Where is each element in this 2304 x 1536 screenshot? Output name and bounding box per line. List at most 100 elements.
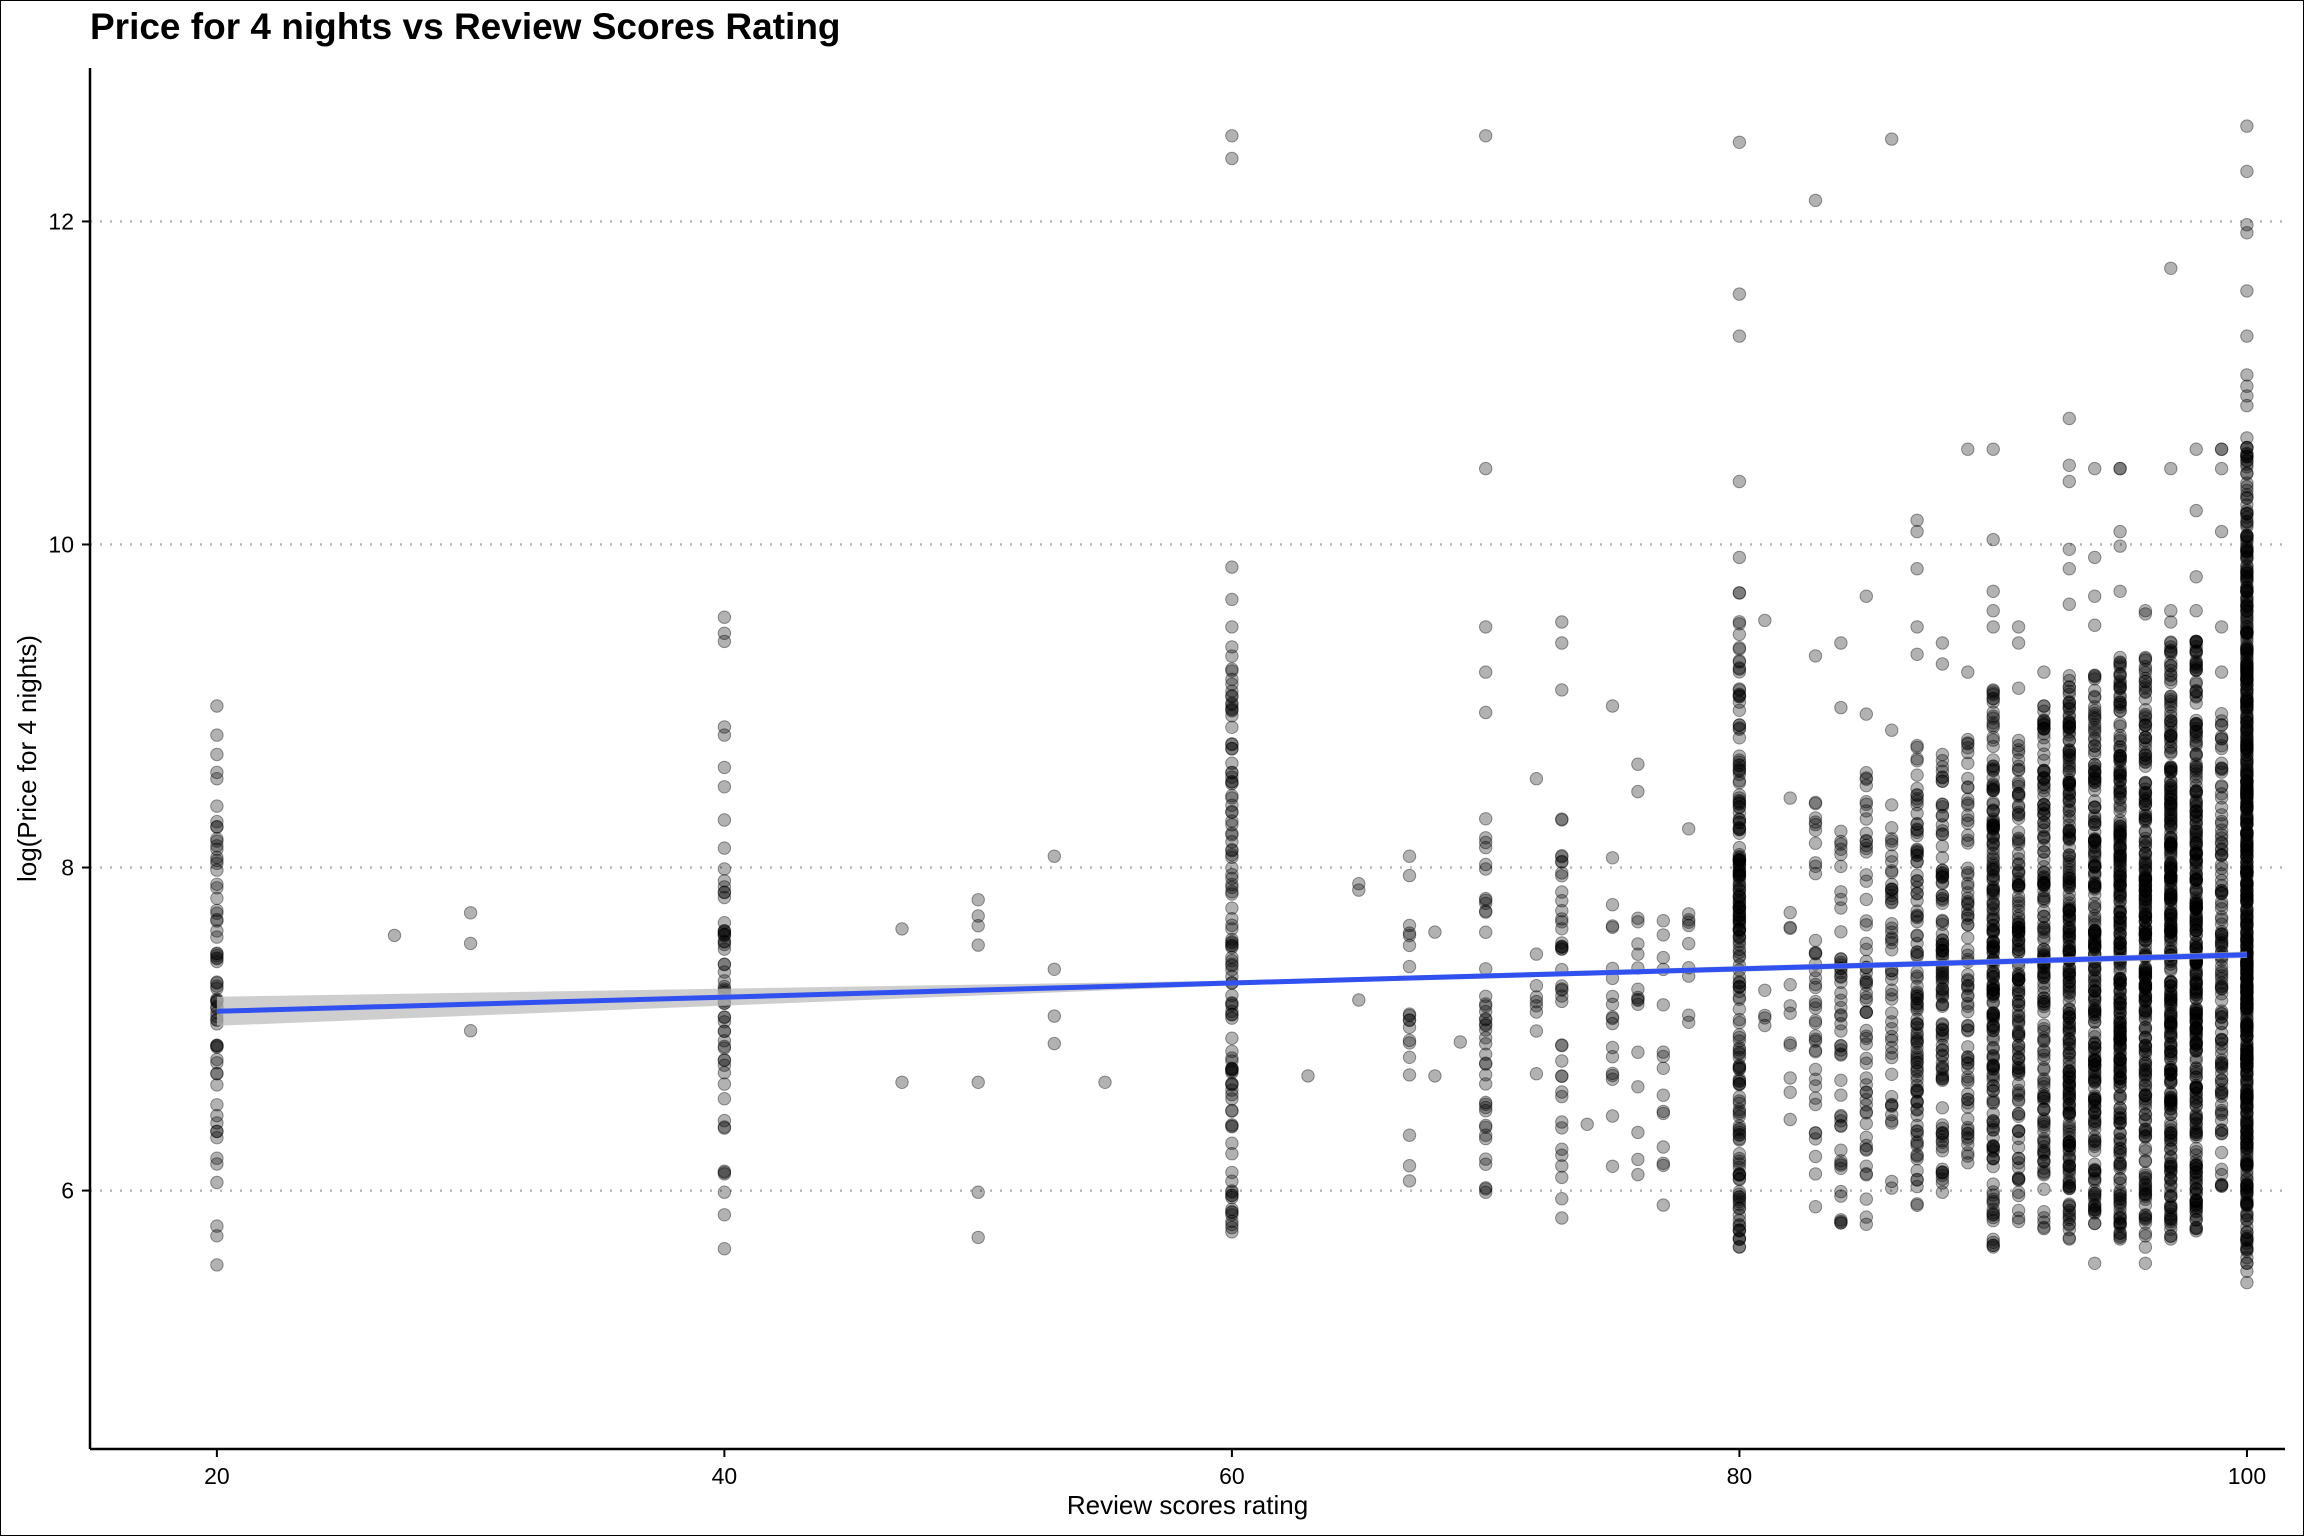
data-point bbox=[2011, 925, 2026, 939]
data-point bbox=[1986, 880, 2000, 894]
data-point bbox=[2062, 720, 2077, 734]
data-point bbox=[1479, 1056, 1493, 1070]
data-point bbox=[2011, 972, 2026, 987]
data-point bbox=[1479, 857, 1493, 872]
data-point bbox=[2240, 1209, 2254, 1223]
data-point bbox=[717, 927, 732, 941]
data-point bbox=[1808, 1032, 1823, 1046]
data-point bbox=[1225, 959, 1239, 973]
data-point bbox=[1808, 1014, 1823, 1028]
data-point bbox=[2011, 1061, 2026, 1075]
data-point bbox=[2011, 738, 2026, 753]
data-point bbox=[1910, 806, 1924, 821]
data-point bbox=[2037, 1112, 2051, 1126]
data-point bbox=[210, 1040, 224, 1054]
data-point bbox=[1631, 982, 1645, 996]
data-point bbox=[1225, 701, 1239, 715]
data-point bbox=[1732, 731, 1747, 745]
data-point bbox=[2011, 968, 2026, 983]
data-point bbox=[1225, 1225, 1239, 1239]
data-point bbox=[2164, 818, 2178, 832]
data-point bbox=[2011, 1161, 2026, 1175]
data-point bbox=[2240, 1040, 2254, 1055]
data-point bbox=[1555, 812, 1569, 826]
data-point bbox=[2037, 997, 2051, 1012]
data-point bbox=[1732, 690, 1747, 704]
x-tick-label: 20 bbox=[204, 1463, 230, 1489]
data-point bbox=[1631, 990, 1645, 1005]
data-point bbox=[2189, 604, 2203, 618]
data-point bbox=[1910, 908, 1924, 922]
data-point bbox=[1682, 907, 1696, 921]
data-point bbox=[1732, 1074, 1747, 1088]
data-point bbox=[1682, 936, 1696, 951]
data-point bbox=[1732, 1123, 1747, 1137]
data-point bbox=[1986, 1010, 2000, 1024]
data-point bbox=[1986, 1012, 2000, 1026]
data-point bbox=[1732, 867, 1747, 882]
data-point bbox=[2062, 823, 2077, 837]
data-point bbox=[1935, 1070, 1950, 1084]
data-point bbox=[2062, 854, 2077, 868]
data-point bbox=[1859, 772, 1874, 786]
data-point bbox=[1986, 1040, 2000, 1055]
data-point bbox=[1986, 584, 2000, 598]
data-point bbox=[1732, 1043, 1747, 1057]
data-point bbox=[1961, 1123, 1975, 1137]
data-point bbox=[1225, 737, 1239, 751]
data-point bbox=[1910, 1085, 1924, 1100]
data-point bbox=[1732, 776, 1747, 790]
data-point bbox=[2240, 440, 2254, 455]
data-point bbox=[1732, 992, 1747, 1006]
data-point bbox=[1961, 756, 1975, 770]
data-point bbox=[1732, 1168, 1747, 1182]
data-point bbox=[2088, 869, 2102, 883]
data-point bbox=[717, 728, 732, 742]
data-point bbox=[1961, 876, 1975, 891]
data-point bbox=[2240, 825, 2254, 839]
data-point bbox=[2214, 1083, 2229, 1097]
data-point bbox=[210, 975, 224, 989]
data-point bbox=[2113, 524, 2127, 539]
data-point bbox=[717, 1053, 732, 1068]
data-point bbox=[2011, 1066, 2026, 1080]
data-point bbox=[1935, 1165, 1950, 1179]
data-point bbox=[2062, 474, 2077, 489]
data-point bbox=[2088, 1004, 2102, 1019]
data-point bbox=[2189, 570, 2203, 584]
data-point bbox=[2037, 1087, 2051, 1101]
data-point bbox=[1225, 129, 1239, 143]
data-point bbox=[1732, 865, 1747, 879]
data-point bbox=[1910, 1128, 1924, 1142]
data-point bbox=[1732, 1160, 1747, 1175]
data-point bbox=[2011, 1029, 2026, 1043]
data-point bbox=[1834, 837, 1848, 851]
data-point bbox=[1834, 1214, 1848, 1229]
data-point bbox=[1732, 901, 1747, 915]
data-point bbox=[1986, 730, 2000, 744]
data-point bbox=[1225, 1174, 1239, 1188]
data-point bbox=[1859, 986, 1874, 1000]
data-point bbox=[2011, 1086, 2026, 1100]
data-point bbox=[1961, 1061, 1975, 1076]
data-point bbox=[2138, 703, 2153, 717]
data-point bbox=[2164, 675, 2178, 690]
data-point bbox=[717, 634, 732, 649]
data-point bbox=[2037, 870, 2051, 884]
data-point bbox=[1986, 1196, 2000, 1210]
data-point bbox=[1859, 1078, 1874, 1092]
data-point bbox=[1732, 856, 1747, 870]
data-point bbox=[1808, 795, 1823, 810]
data-point bbox=[2062, 1212, 2077, 1227]
data-point bbox=[1555, 1170, 1569, 1185]
data-point bbox=[1986, 1232, 2000, 1247]
data-point bbox=[2214, 831, 2229, 845]
data-point bbox=[1834, 859, 1848, 874]
data-point bbox=[1732, 979, 1747, 994]
data-point bbox=[1834, 1108, 1848, 1123]
data-point bbox=[1732, 867, 1747, 881]
data-point bbox=[2011, 1029, 2026, 1043]
data-point bbox=[1885, 855, 1899, 869]
data-point bbox=[1783, 1036, 1797, 1050]
data-point bbox=[2240, 1072, 2254, 1087]
